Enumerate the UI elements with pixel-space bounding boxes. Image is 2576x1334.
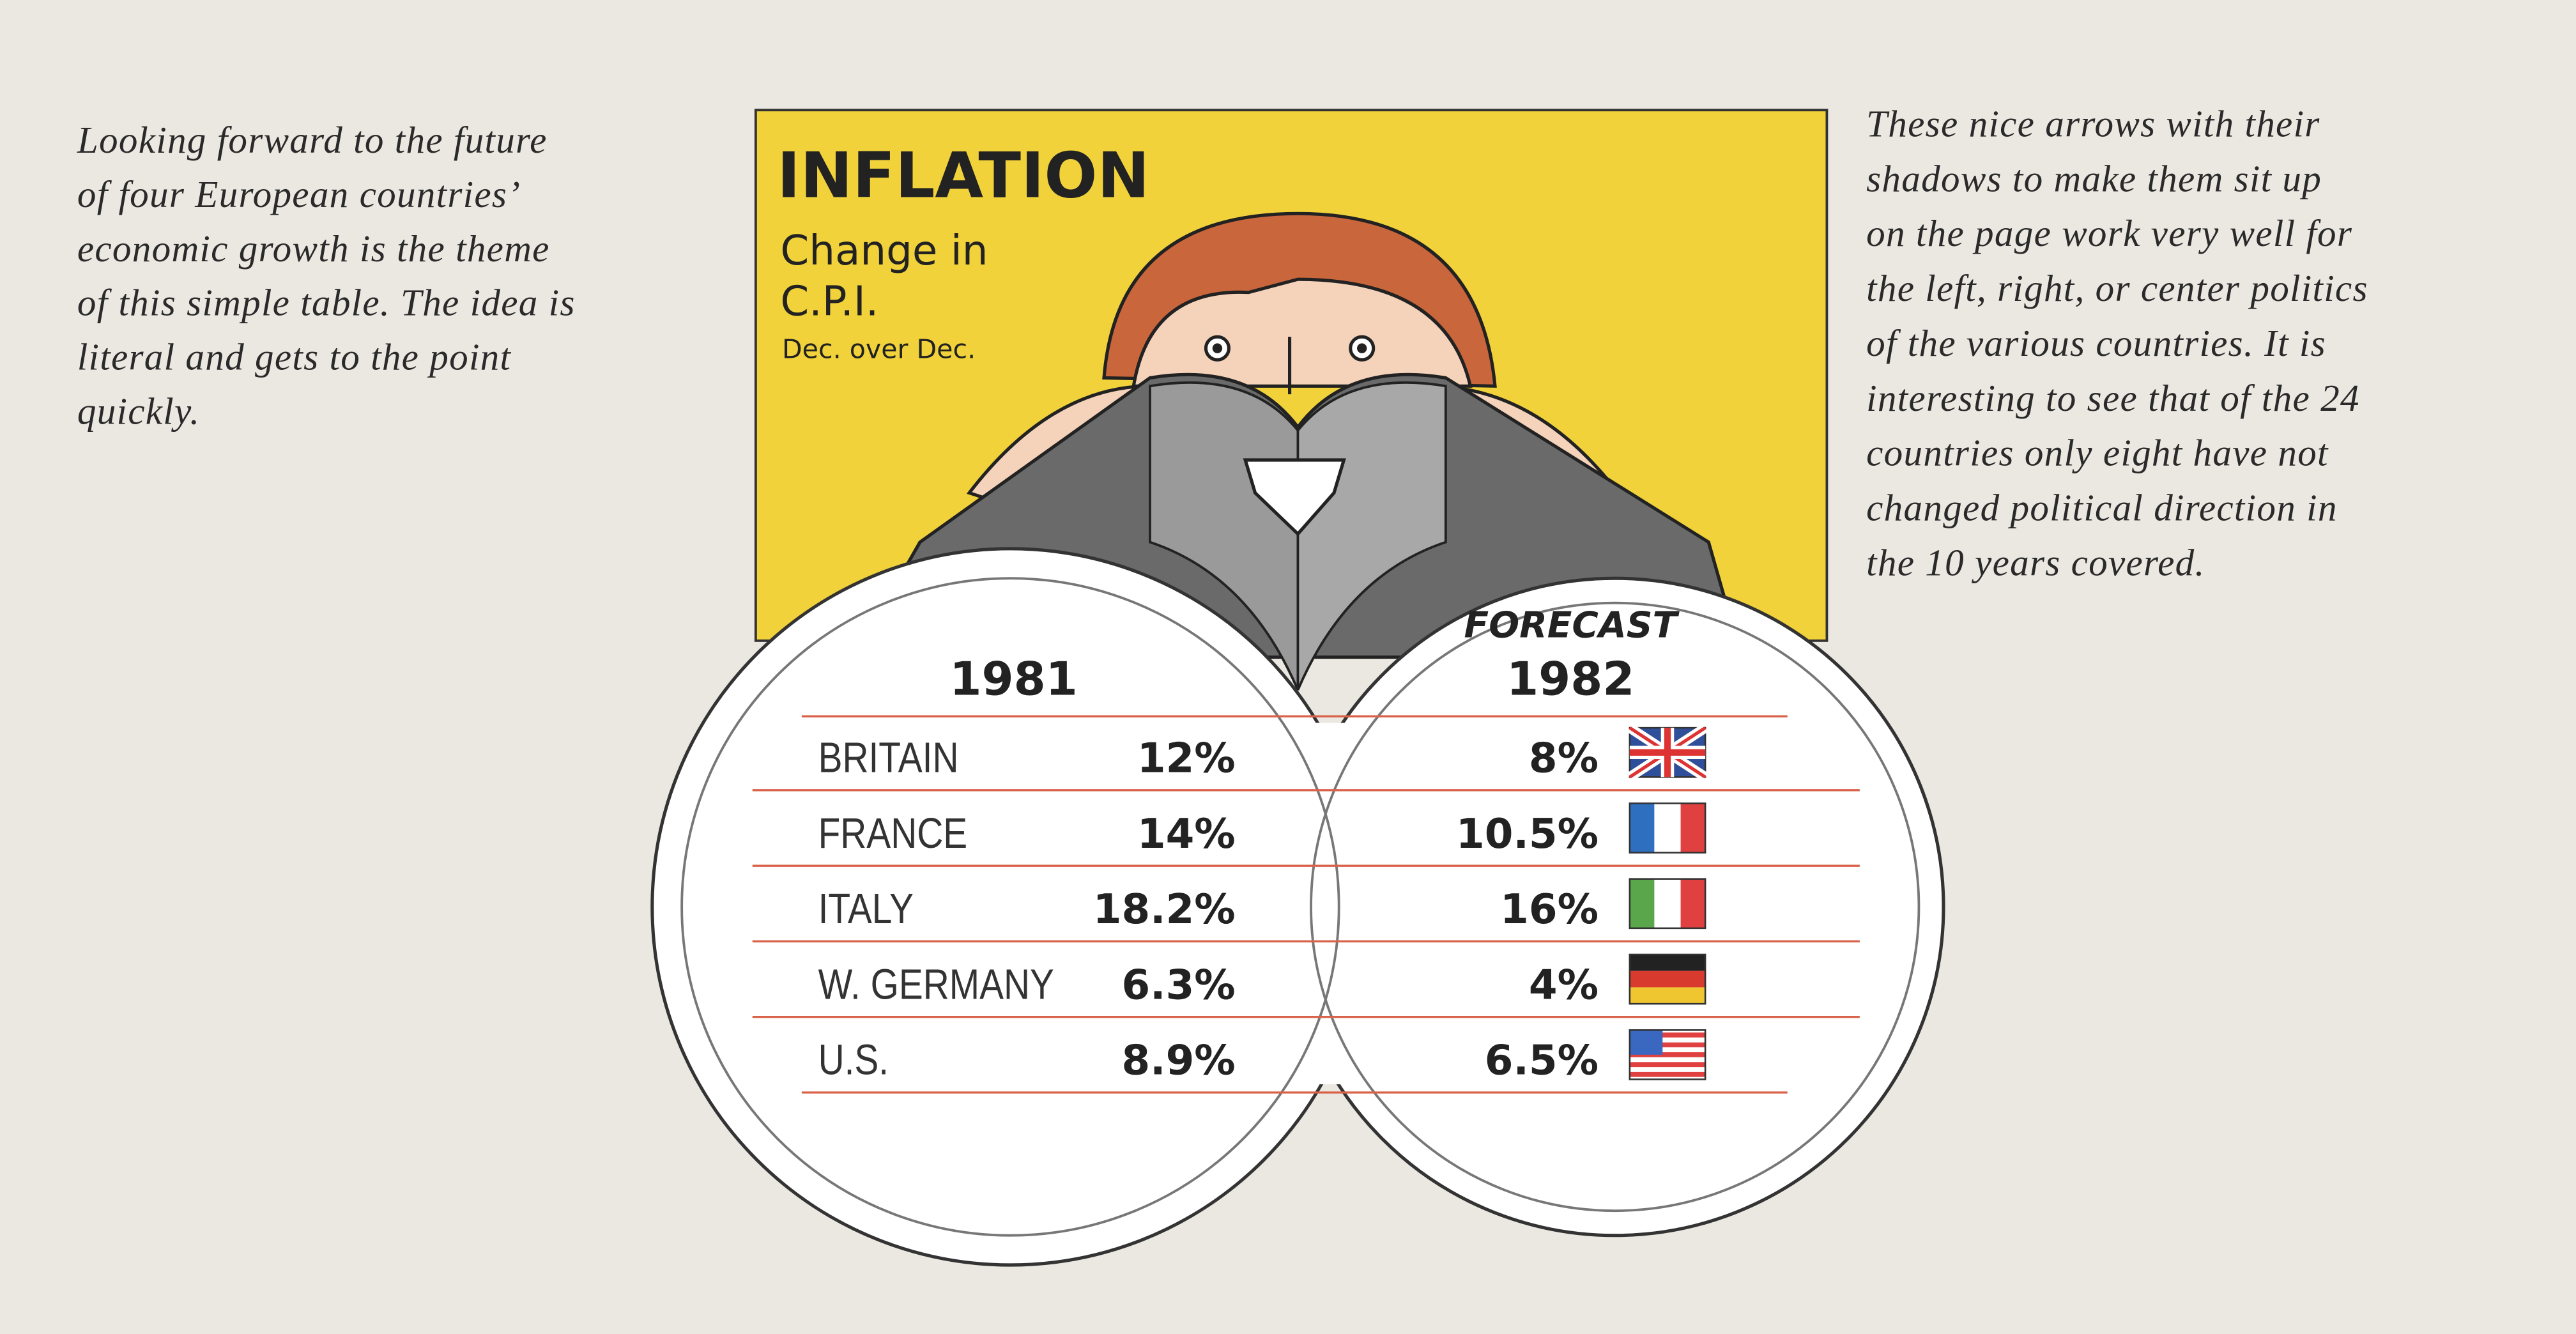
country-name: FRANCE <box>818 810 968 857</box>
country-name: BRITAIN <box>818 734 959 781</box>
caption-line: quickly. <box>77 390 201 432</box>
caption-line: of four European countries’ <box>77 173 521 215</box>
flag-france <box>1629 802 1706 854</box>
caption-line: countries only eight have not <box>1866 432 2329 474</box>
flag-italy <box>1629 878 1706 930</box>
caption-line: of the various countries. It is <box>1866 322 2326 364</box>
flag-germany <box>1629 953 1706 1005</box>
value-1981: 8.9% <box>1121 1037 1235 1085</box>
graphic-subtitle: C.P.I. <box>780 278 878 326</box>
caption-line: the 10 years covered. <box>1866 542 2205 584</box>
caption-line: changed political direction in <box>1866 487 2338 529</box>
value-1981: 14% <box>1137 810 1236 858</box>
caption-line: shadows to make them sit up <box>1866 157 2322 199</box>
graphic-title: INFLATION <box>777 140 1149 213</box>
table-rows: BRITAIN 12% 8% FRANCE 14% 10.5% ITALY 18.2% 16% W… <box>752 715 1860 1094</box>
caption-line: interesting to see that of the 24 <box>1866 377 2360 419</box>
value-1981: 12% <box>1137 735 1236 783</box>
country-name: W. GERMANY <box>818 961 1054 1008</box>
flag-us <box>1629 1029 1706 1080</box>
column-year: 1982 <box>1506 652 1634 706</box>
flags <box>1627 723 1708 1080</box>
value-1981: 6.3% <box>1121 961 1235 1009</box>
graphic-note: Dec. over Dec. <box>782 334 976 365</box>
country-name: U.S. <box>818 1036 889 1084</box>
caption-line: of this simple table. The idea is <box>77 282 576 324</box>
flag-uk <box>1627 723 1708 781</box>
binocular-lenses <box>650 547 1945 1267</box>
value-1981: 18.2% <box>1093 885 1236 933</box>
value-1982: 10.5% <box>1456 810 1598 858</box>
graphic-subtitle: Change in <box>780 227 988 275</box>
column-year: 1981 <box>949 652 1077 706</box>
right-caption: These nice arrows with their shadows to m… <box>1866 102 2368 584</box>
caption-line: economic growth is the theme <box>77 227 550 270</box>
value-1982: 8% <box>1529 735 1598 783</box>
table-header: 1981 FORECAST 1982 <box>949 604 1680 706</box>
forecast-label: FORECAST <box>1464 604 1680 647</box>
caption-line: Looking forward to the future <box>77 119 548 161</box>
value-1982: 4% <box>1529 961 1598 1009</box>
country-name: ITALY <box>818 885 914 933</box>
left-caption: Looking forward to the future of four Eur… <box>77 119 576 432</box>
caption-line: the left, right, or center politics <box>1866 267 2368 309</box>
caption-line: on the page work very well for <box>1866 212 2352 254</box>
value-1982: 6.5% <box>1485 1037 1598 1085</box>
value-1982: 16% <box>1500 885 1598 933</box>
caption-line: These nice arrows with their <box>1866 102 2320 144</box>
caption-line: literal and gets to the point <box>77 336 512 378</box>
